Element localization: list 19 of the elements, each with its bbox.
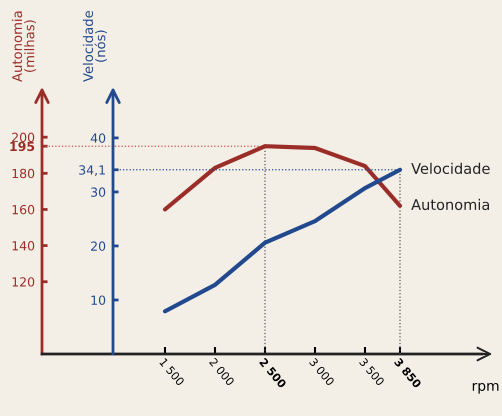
y-tick-label: 200	[12, 132, 34, 142]
y-tick-label: 160	[12, 204, 34, 214]
y-tick-label: 140	[12, 241, 34, 251]
series-label: Autonomia	[411, 198, 490, 210]
series-label: Velocidade	[411, 162, 490, 174]
x-tick-label: 3 000	[308, 358, 335, 386]
y2-tick-label: 10	[92, 295, 106, 305]
line-series	[162, 144, 402, 212]
y2-tick-label: 20	[91, 241, 106, 251]
y-axis-title: Autonomia (milhas)	[12, 12, 36, 82]
x-tick-label: 2 000	[208, 358, 235, 386]
y-tick-label: 120	[12, 277, 34, 287]
y-tick-label: 180	[12, 168, 34, 178]
y2-tick-label: 40	[90, 133, 106, 143]
y2-tick-label: 34,1	[79, 165, 105, 176]
y2-tick-label: 30	[91, 187, 106, 197]
x-axis-title: rpm	[472, 382, 498, 394]
y2-axis-title: Velocidade (nós)	[82, 10, 107, 82]
y-tick-label: 195	[10, 142, 34, 152]
